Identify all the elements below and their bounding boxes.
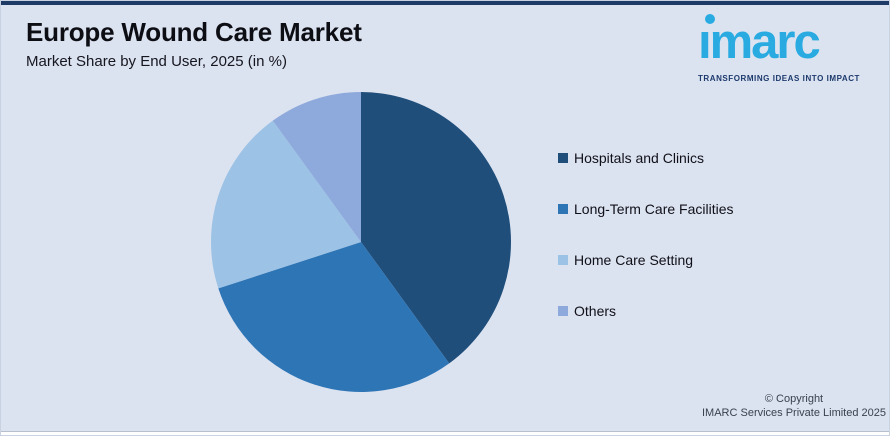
legend-item-others: Others — [558, 303, 734, 319]
pie-chart — [210, 92, 511, 392]
legend-label: Home Care Setting — [574, 252, 694, 268]
copyright-notice: © Copyright IMARC Services Private Limit… — [661, 393, 889, 420]
legend-item-hospitals-and-clinics: Hospitals and Clinics — [558, 150, 734, 166]
pie-slice-home-care-setting — [210, 120, 361, 289]
copyright-line1: © Copyright — [764, 393, 824, 405]
copyright-line2: IMARC Services Private Limited 2025 — [701, 406, 886, 419]
imarc-logo-wordmark: ımarc — [698, 11, 878, 73]
legend-item-home-care-setting: Home Care Setting — [558, 252, 734, 268]
legend-item-long-term-care-facilities: Long-Term Care Facilities — [558, 201, 734, 217]
pie-slice-others — [272, 92, 361, 242]
header: Europe Wound Care Market Market Share by… — [26, 17, 362, 70]
pie-chart-svg — [210, 92, 511, 392]
legend-swatch-long-term-care-facilities — [558, 204, 568, 214]
legend-swatch-others — [558, 306, 568, 316]
legend-swatch-home-care-setting — [558, 255, 568, 265]
page-subtitle: Market Share by End User, 2025 (in %) — [26, 52, 287, 70]
legend-label: Long-Term Care Facilities — [574, 201, 734, 217]
legend-swatch-hospitals-and-clinics — [558, 153, 568, 163]
imarc-logo-text: ımarc — [698, 15, 821, 69]
legend-label: Others — [574, 303, 617, 319]
imarc-logo-tagline: TRANSFORMING IDEAS INTO IMPACT — [698, 74, 860, 83]
imarc-logo: ımarc TRANSFORMING IDEAS INTO IMPACT — [698, 11, 878, 83]
legend-label: Hospitals and Clinics — [574, 150, 704, 166]
page-title: Europe Wound Care Market — [26, 17, 362, 47]
pie-slice-long-term-care-facilities — [218, 242, 450, 392]
chart-legend: Hospitals and Clinics Long-Term Care Fac… — [558, 150, 734, 319]
imarc-logo-i-dot-icon — [705, 14, 715, 24]
pie-slice-hospitals-and-clinics — [361, 92, 511, 364]
